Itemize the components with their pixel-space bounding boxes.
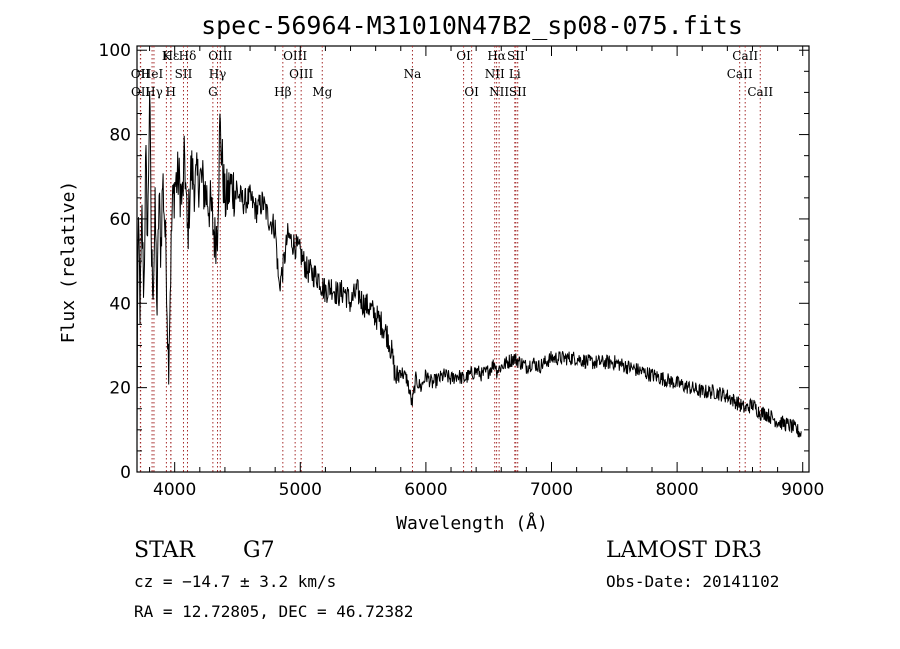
object-subclass: G7 <box>243 538 275 563</box>
spectrum-line <box>136 91 802 442</box>
y-tick-label: 100 <box>99 41 131 61</box>
observation-date: Obs-Date: 20141102 <box>606 572 780 591</box>
spectral-line-label: OIII <box>208 49 232 63</box>
spectral-line-label: Hα <box>487 49 506 63</box>
y-axis-ticks: 0 20 40 60 80 100 <box>99 41 809 483</box>
x-axis-label: Wavelength (Å) <box>396 512 548 534</box>
x-tick-label: 7000 <box>530 480 573 500</box>
spectral-line-label: Hγ <box>209 67 227 81</box>
plot-frame <box>136 45 810 473</box>
x-tick-label: 8000 <box>655 480 698 500</box>
coordinates: RA = 12.72805, DEC = 46.72382 <box>134 602 414 621</box>
survey-name: LAMOST DR3 <box>606 538 762 563</box>
spectral-line-label: OII <box>131 67 151 81</box>
spectral-line-label: Hγ <box>145 85 163 99</box>
x-tick-label: 6000 <box>404 480 447 500</box>
spectral-line-label: OIII <box>289 67 313 81</box>
y-axis-label: Flux (relative) <box>58 181 79 344</box>
spectral-line-label: CaII <box>747 85 773 99</box>
y-tick-label: 80 <box>109 126 131 146</box>
y-tick-label: 40 <box>109 294 131 314</box>
spectral-line-label: Hβ <box>274 85 291 99</box>
spectral-line-label: CaII <box>727 67 753 81</box>
spectral-line-label: OIII <box>283 49 307 63</box>
spectral-line-label: HeI <box>141 67 164 81</box>
x-tick-label: 4000 <box>153 480 196 500</box>
y-tick-label: 20 <box>109 379 131 399</box>
object-class: STAR <box>134 538 195 563</box>
redshift-value: cz = −14.7 ± 3.2 km/s <box>134 572 337 591</box>
spectral-line-label: Mg <box>312 85 332 99</box>
spectral-line-label: SII <box>175 67 193 81</box>
spectral-line-label: CaII <box>732 49 758 63</box>
spectral-line-label: H <box>166 85 176 99</box>
spectral-line-label: OI <box>456 49 471 63</box>
x-axis-ticks: 4000 5000 6000 7000 8000 9000 <box>149 46 824 500</box>
spectral-line-label: SII <box>507 49 525 63</box>
spectral-line-label: OI <box>464 85 479 99</box>
y-tick-label: 0 <box>120 463 131 483</box>
spectral-line-label: Li <box>509 67 521 81</box>
x-tick-label: 9000 <box>781 480 824 500</box>
spectral-line-label: SII <box>509 85 527 99</box>
spectral-line-label: NII <box>489 85 509 99</box>
y-tick-label: 60 <box>109 210 131 230</box>
chart-title: spec-56964-M31010N47B2_sp08-075.fits <box>201 11 743 40</box>
spectral-line-label: NII <box>485 67 505 81</box>
x-tick-label: 5000 <box>279 480 322 500</box>
spectral-line-markers <box>139 46 761 472</box>
spectral-line-label: Hδ <box>179 49 197 63</box>
spectral-line-label: Na <box>404 67 422 81</box>
spectral-line-label: K <box>162 49 172 63</box>
spectral-line-label: G <box>208 85 218 99</box>
